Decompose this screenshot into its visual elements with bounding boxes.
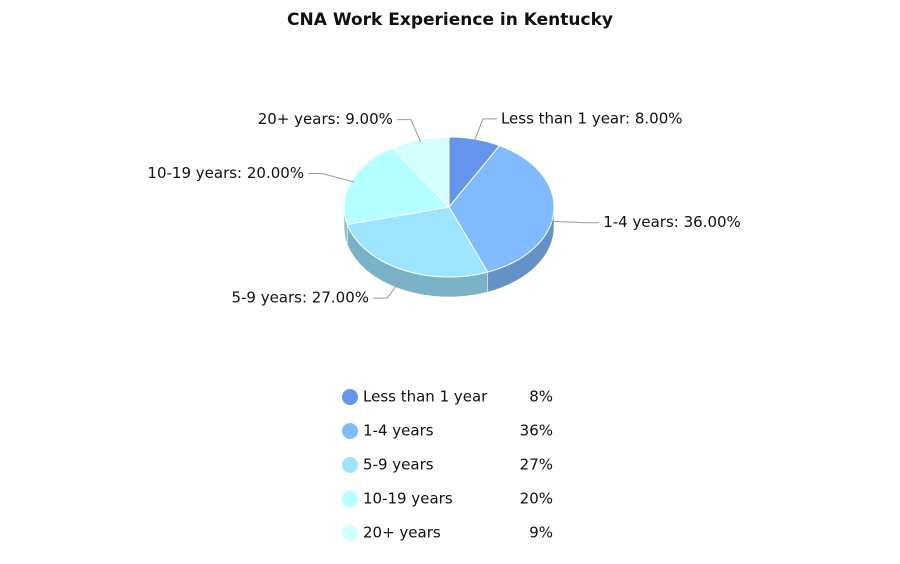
legend-marker (342, 389, 358, 405)
slice (346, 206, 489, 278)
data-label: Less than 1 year: 8.00% (501, 109, 683, 127)
legend-label: 10-19 years (363, 490, 453, 508)
legend-label: Less than 1 year (363, 388, 488, 406)
data-label: 5-9 years: 27.00% (231, 289, 369, 307)
legend-value: 27% (520, 456, 553, 474)
leader-line (308, 173, 355, 183)
legend-label: 5-9 years (363, 456, 434, 474)
legend-marker (342, 491, 358, 507)
legend-value: 8% (529, 388, 553, 406)
legend-value: 20% (520, 490, 553, 508)
legend-label: 20+ years (363, 524, 441, 542)
legend-value: 36% (520, 422, 553, 440)
leader-line (396, 119, 422, 142)
legend-marker (342, 423, 358, 439)
legend-marker (342, 525, 358, 541)
leader-line (550, 220, 600, 224)
data-label: 1-4 years: 36.00% (603, 213, 741, 231)
leader-line (373, 277, 404, 299)
legend-marker (342, 457, 358, 473)
legend-label: 1-4 years (363, 422, 434, 440)
chart-title: CNA Work Experience in Kentucky (287, 10, 613, 30)
leader-line (473, 118, 497, 142)
slice (448, 145, 555, 273)
data-label: 10-19 years: 20.00% (147, 164, 304, 182)
data-label: 20+ years: 9.00% (258, 110, 393, 128)
legend-value: 9% (529, 524, 553, 542)
